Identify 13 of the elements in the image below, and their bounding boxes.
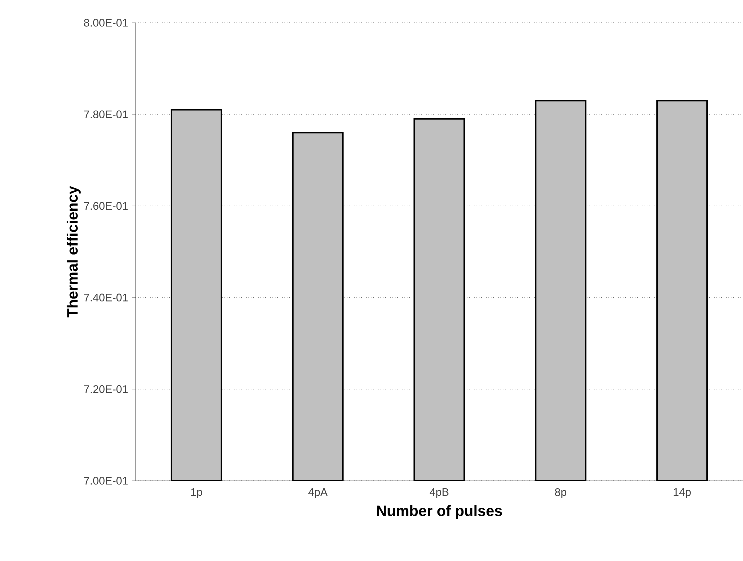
x-tick-label: 14p (674, 488, 691, 498)
y-tick-label: 7.00E-01 (84, 477, 128, 485)
y-tick-label: 7.60E-01 (84, 202, 128, 210)
x-tick-label: 4pA (308, 488, 328, 498)
x-axis-title: Number of pulses (377, 505, 502, 520)
x-tick-label: 4pB (430, 488, 449, 498)
y-tick-label: 7.40E-01 (84, 294, 128, 302)
x-tick-label: 8p (555, 488, 567, 498)
x-tick-label: 1p (191, 488, 202, 498)
y-tick-label: 7.80E-01 (84, 110, 128, 118)
y-tick-label: 8.00E-01 (84, 19, 128, 27)
y-tick-label: 7.20E-01 (84, 386, 128, 394)
y-axis-title: Thermal efficiency (66, 186, 81, 318)
